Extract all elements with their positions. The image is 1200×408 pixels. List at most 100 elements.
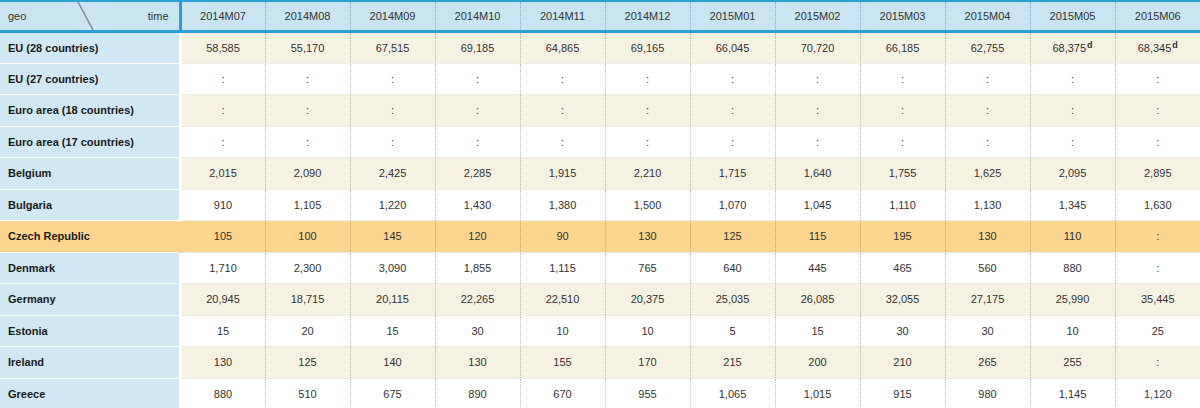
row-label[interactable]: EU (27 countries) (0, 63, 180, 95)
data-cell: 2,015 (180, 158, 265, 190)
table-row: Estonia15201530101051530301025 (0, 315, 1200, 347)
data-cell: 1,065 (690, 378, 775, 408)
column-header-2015M02[interactable]: 2015M02 (775, 1, 860, 32)
data-cell: 1,045 (775, 189, 860, 221)
column-header-2015M01[interactable]: 2015M01 (690, 1, 775, 32)
data-cell: 120 (435, 221, 520, 253)
column-header-2014M08[interactable]: 2014M08 (265, 1, 350, 32)
data-cell: : (520, 126, 605, 158)
data-cell: 765 (605, 252, 690, 284)
data-cell: 58,585 (180, 32, 265, 64)
data-cell: : (180, 126, 265, 158)
data-cell: 10 (1030, 315, 1115, 347)
data-table-view: geo time 2014M072014M082014M092014M10201… (0, 0, 1200, 408)
data-cell: 30 (860, 315, 945, 347)
data-cell: 5 (690, 315, 775, 347)
data-cell: 1,380 (520, 189, 605, 221)
data-cell: 670 (520, 378, 605, 408)
data-cell: : (605, 63, 690, 95)
data-cell: 30 (435, 315, 520, 347)
row-label[interactable]: Germany (0, 284, 180, 316)
data-cell: 155 (520, 347, 605, 379)
data-cell: 10 (520, 315, 605, 347)
data-cell: 25 (1115, 315, 1200, 347)
column-header-2014M07[interactable]: 2014M07 (180, 1, 265, 32)
data-cell: : (690, 95, 775, 127)
data-cell: 67,515 (350, 32, 435, 64)
column-header-2014M10[interactable]: 2014M10 (435, 1, 520, 32)
column-header-2015M06[interactable]: 2015M06 (1115, 1, 1200, 32)
column-header-2014M11[interactable]: 2014M11 (520, 1, 605, 32)
data-cell: 2,095 (1030, 158, 1115, 190)
data-cell: 66,045 (690, 32, 775, 64)
data-cell: 200 (775, 347, 860, 379)
data-cell: : (350, 63, 435, 95)
data-cell: : (605, 126, 690, 158)
data-cell: 64,865 (520, 32, 605, 64)
data-cell: 915 (860, 378, 945, 408)
data-cell: : (435, 95, 520, 127)
data-cell: : (775, 126, 860, 158)
table-body: EU (28 countries)58,58555,17067,51569,18… (0, 32, 1200, 408)
data-cell: 1,120 (1115, 378, 1200, 408)
column-header-2014M12[interactable]: 2014M12 (605, 1, 690, 32)
column-header-2015M05[interactable]: 2015M05 (1030, 1, 1115, 32)
geo-dimension-label[interactable]: geo (8, 10, 26, 22)
data-cell: : (265, 126, 350, 158)
data-cell: : (690, 126, 775, 158)
table-row: EU (28 countries)58,58555,17067,51569,18… (0, 32, 1200, 64)
data-cell: : (1115, 252, 1200, 284)
data-cell: : (1115, 126, 1200, 158)
data-cell: 1,625 (945, 158, 1030, 190)
data-cell: 1,220 (350, 189, 435, 221)
data-cell: 1,105 (265, 189, 350, 221)
data-cell: 22,510 (520, 284, 605, 316)
data-cell: 1,430 (435, 189, 520, 221)
row-label[interactable]: Denmark (0, 252, 180, 284)
table-row: Euro area (18 countries):::::::::::: (0, 95, 1200, 127)
data-cell: 1,715 (690, 158, 775, 190)
data-cell: : (945, 95, 1030, 127)
data-cell: 130 (435, 347, 520, 379)
data-cell: 20,115 (350, 284, 435, 316)
data-cell: : (860, 95, 945, 127)
data-cell: 215 (690, 347, 775, 379)
data-cell: 25,990 (1030, 284, 1115, 316)
data-cell: 20,945 (180, 284, 265, 316)
data-cell: 90 (520, 221, 605, 253)
time-dimension-label[interactable]: time (148, 10, 169, 22)
data-cell: : (1030, 95, 1115, 127)
column-header-2014M09[interactable]: 2014M09 (350, 1, 435, 32)
data-cell: 1,345 (1030, 189, 1115, 221)
row-label[interactable]: Euro area (18 countries) (0, 95, 180, 127)
row-label[interactable]: EU (28 countries) (0, 32, 180, 64)
row-label[interactable]: Czech Republic (0, 221, 180, 253)
data-cell: 1,640 (775, 158, 860, 190)
data-cell: 10 (605, 315, 690, 347)
table-row: Ireland130125140130155170215200210265255… (0, 347, 1200, 379)
data-cell: 130 (180, 347, 265, 379)
data-cell: 15 (180, 315, 265, 347)
row-label[interactable]: Greece (0, 378, 180, 408)
row-label[interactable]: Belgium (0, 158, 180, 190)
row-label[interactable]: Bulgaria (0, 189, 180, 221)
data-cell: 1,500 (605, 189, 690, 221)
data-cell: 1,855 (435, 252, 520, 284)
data-cell: 105 (180, 221, 265, 253)
row-label[interactable]: Estonia (0, 315, 180, 347)
data-cell: 69,185 (435, 32, 520, 64)
data-cell: 1,070 (690, 189, 775, 221)
data-cell: 15 (775, 315, 860, 347)
column-header-2015M03[interactable]: 2015M03 (860, 1, 945, 32)
data-cell: 115 (775, 221, 860, 253)
column-header-2015M04[interactable]: 2015M04 (945, 1, 1030, 32)
data-cell: 25,035 (690, 284, 775, 316)
header-row: geo time 2014M072014M082014M092014M10201… (0, 1, 1200, 32)
row-label[interactable]: Euro area (17 countries) (0, 126, 180, 158)
data-cell: 880 (180, 378, 265, 408)
data-cell: 62,755 (945, 32, 1030, 64)
data-cell: 510 (265, 378, 350, 408)
data-cell: 255 (1030, 347, 1115, 379)
table-row: Denmark1,7102,3003,0901,8551,11576564044… (0, 252, 1200, 284)
row-label[interactable]: Ireland (0, 347, 180, 379)
